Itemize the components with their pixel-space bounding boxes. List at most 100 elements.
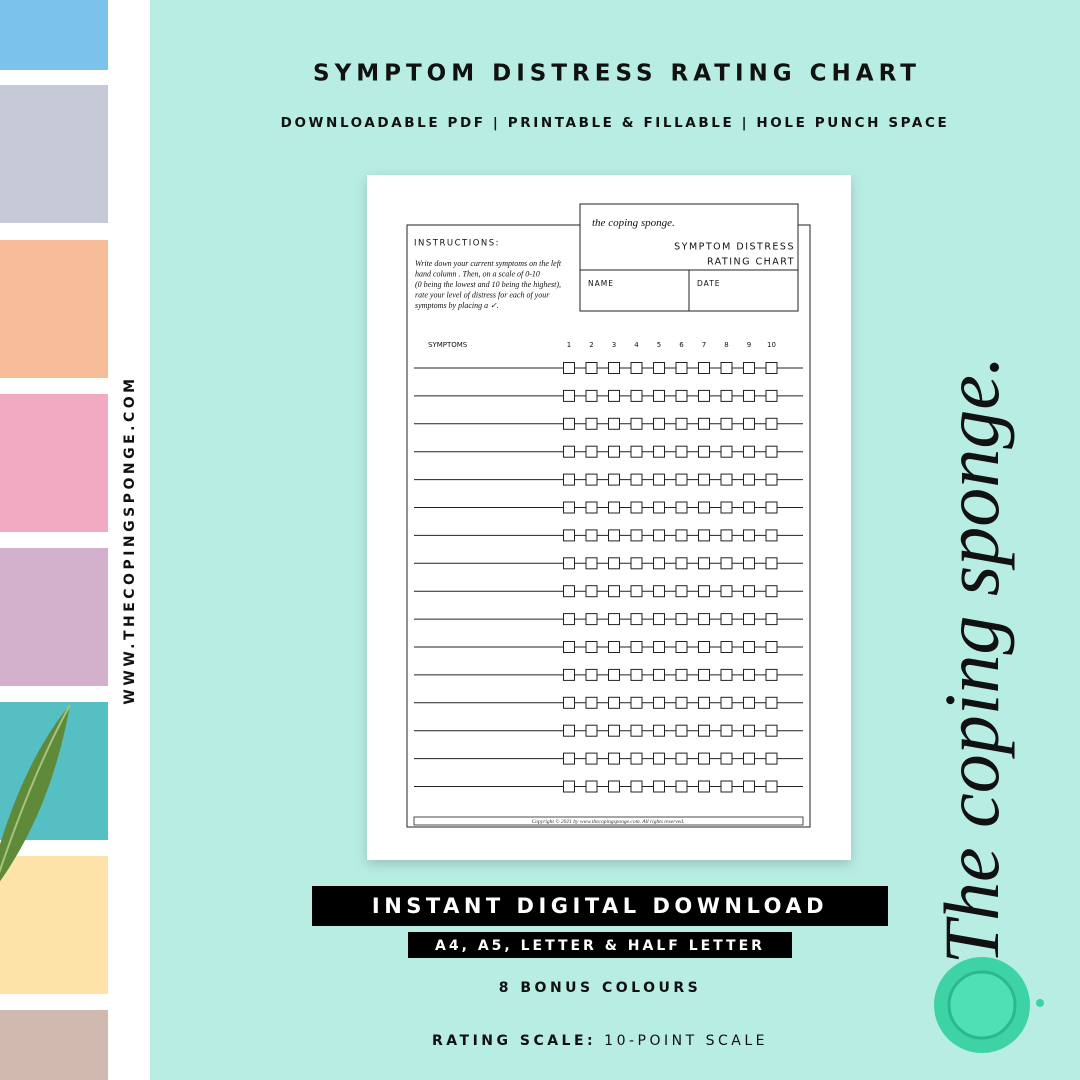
- rating-box: [765, 501, 778, 514]
- rating-box: [675, 724, 688, 737]
- scale: 1 2 3 4 5 6 7 8 9 10: [567, 341, 776, 349]
- seal-inner: [947, 970, 1017, 1040]
- signature: The coping sponge.: [928, 356, 1015, 965]
- rating-box: [630, 362, 643, 374]
- rating-box: [765, 473, 778, 486]
- scale-number: 6: [679, 341, 684, 349]
- rating-box: [743, 668, 755, 681]
- leaf-blade: [0, 705, 70, 882]
- rating-box: [653, 585, 665, 598]
- banner-main-bg: [312, 886, 888, 926]
- rating-box: [563, 389, 575, 402]
- rating-box: [608, 613, 620, 626]
- rating-box: [720, 389, 733, 402]
- instructions-line: symptoms by placing a ✓.: [415, 301, 499, 310]
- swatch: [0, 0, 108, 70]
- rating-box: [563, 696, 575, 709]
- rating-box: [765, 641, 778, 653]
- rating-box: [653, 417, 665, 430]
- rating-box: [698, 473, 710, 486]
- rating-box: [563, 417, 575, 430]
- rating-box: [608, 417, 620, 430]
- rating-box: [675, 780, 688, 793]
- rating-box: [743, 613, 755, 626]
- rating-scale: RATING SCALE: 10-POINT SCALE: [432, 1033, 768, 1049]
- rating-box: [563, 613, 575, 626]
- rating-box: [653, 780, 665, 793]
- rating-box: [765, 529, 778, 542]
- swatch: [0, 240, 108, 378]
- rating-box: [743, 501, 755, 514]
- rating-box: [608, 752, 620, 765]
- rating-box: [585, 752, 598, 765]
- rating-box: [720, 585, 733, 598]
- rating-box: [608, 780, 620, 793]
- rating-box: [743, 724, 755, 737]
- paper-title: SYMPTOM DISTRESS: [674, 242, 795, 253]
- rating-box: [585, 362, 598, 374]
- rating-box: [675, 389, 688, 402]
- symptoms-label: SYMPTOMS: [428, 341, 468, 349]
- scale-number: 2: [589, 341, 593, 349]
- swatch: [0, 394, 108, 532]
- rating-box: [585, 417, 598, 430]
- rating-box: [765, 724, 778, 737]
- rating-box: [630, 557, 643, 570]
- rating-box: [743, 473, 755, 486]
- rating-box: [653, 613, 665, 626]
- rating-box: [720, 557, 733, 570]
- rating-box: [653, 696, 665, 709]
- rating-box: [585, 529, 598, 542]
- rating-box: [563, 501, 575, 514]
- rating-box: [675, 529, 688, 542]
- rating-box: [585, 445, 598, 458]
- rating-box: [585, 668, 598, 681]
- rating-box: [765, 445, 778, 458]
- instructions-line: rate your level of distress for each of …: [415, 291, 550, 300]
- rating-box: [698, 780, 710, 793]
- brand: the coping sponge.: [592, 217, 675, 229]
- rating-box: [653, 668, 665, 681]
- rating-box: [698, 585, 710, 598]
- rating-box: [698, 501, 710, 514]
- rating-box: [720, 696, 733, 709]
- rating-box: [608, 501, 620, 514]
- rating-box: [630, 668, 643, 681]
- rating-box: [743, 362, 755, 374]
- instructions-line: Write down your current symptoms on the …: [415, 259, 562, 268]
- rating-box: [608, 529, 620, 542]
- rating-box: [720, 668, 733, 681]
- rating-box: [630, 473, 643, 486]
- rating-box: [765, 389, 778, 402]
- rating-box: [675, 752, 688, 765]
- instructions-line: (0 being the lowest and 10 being the hig…: [415, 280, 561, 289]
- swatch: [0, 85, 108, 223]
- rating-box: [675, 613, 688, 626]
- scale-number: 5: [657, 341, 661, 349]
- rating-box: [585, 557, 598, 570]
- rating-box: [563, 362, 575, 374]
- rating-box: [698, 529, 710, 542]
- scale-number: 3: [612, 341, 616, 349]
- rating-box: [563, 780, 575, 793]
- rating-box: [698, 362, 710, 374]
- rating-box: [720, 501, 733, 514]
- rating-box: [653, 445, 665, 458]
- paper-title: RATING CHART: [707, 257, 795, 268]
- rating-box: [765, 557, 778, 570]
- rating-box: [743, 557, 755, 570]
- rating-box: [608, 557, 620, 570]
- rating-box: [743, 641, 755, 653]
- rating-box: [743, 529, 755, 542]
- rating-box: [698, 668, 710, 681]
- rating-box: [563, 473, 575, 486]
- rating-box: [563, 668, 575, 681]
- rating-box: [765, 780, 778, 793]
- rating-box: [675, 557, 688, 570]
- rating-box: [720, 780, 733, 793]
- rating-box: [630, 501, 643, 514]
- rating-box: [653, 752, 665, 765]
- rating-box: [743, 417, 755, 430]
- rating-box: [675, 696, 688, 709]
- rating-box: [765, 417, 778, 430]
